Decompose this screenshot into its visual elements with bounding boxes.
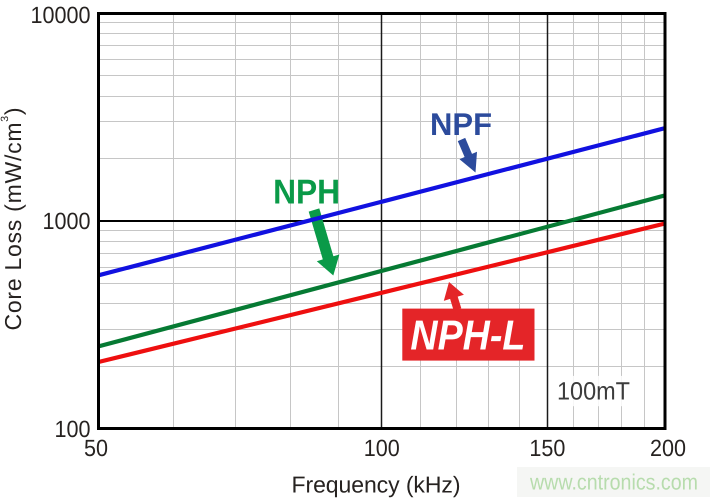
svg-text:Frequency (kHz): Frequency (kHz) xyxy=(292,472,461,498)
svg-text:50: 50 xyxy=(84,435,108,461)
svg-text:1000: 1000 xyxy=(43,208,91,234)
svg-text:NPH: NPH xyxy=(273,173,340,211)
svg-text:10000: 10000 xyxy=(31,2,91,28)
svg-text:Core Loss (mW/cm3): Core Loss (mW/cm3) xyxy=(0,108,26,331)
svg-text:150: 150 xyxy=(529,435,565,461)
svg-text:100: 100 xyxy=(364,435,400,461)
svg-text:100mT: 100mT xyxy=(557,378,630,406)
svg-text:NPH-L: NPH-L xyxy=(410,312,525,359)
svg-text:100: 100 xyxy=(55,416,91,442)
svg-text:NPF: NPF xyxy=(430,106,492,142)
svg-text:www.cntronics.com: www.cntronics.com xyxy=(529,470,698,495)
svg-text:200: 200 xyxy=(650,435,686,461)
